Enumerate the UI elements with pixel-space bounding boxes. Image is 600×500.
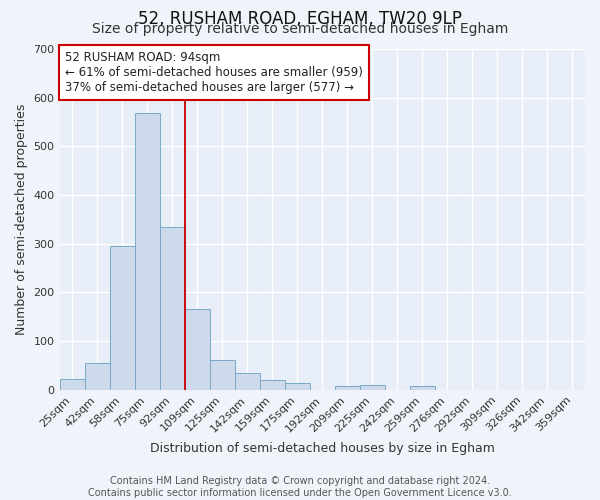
X-axis label: Distribution of semi-detached houses by size in Egham: Distribution of semi-detached houses by … bbox=[150, 442, 495, 455]
Bar bbox=[85, 363, 110, 390]
Bar bbox=[185, 310, 209, 390]
Bar bbox=[235, 373, 260, 390]
Text: Contains HM Land Registry data © Crown copyright and database right 2024.
Contai: Contains HM Land Registry data © Crown c… bbox=[88, 476, 512, 498]
Bar bbox=[360, 385, 385, 390]
Bar bbox=[134, 114, 160, 390]
Bar bbox=[260, 380, 285, 390]
Bar bbox=[209, 360, 235, 390]
Text: 52 RUSHAM ROAD: 94sqm
← 61% of semi-detached houses are smaller (959)
37% of sem: 52 RUSHAM ROAD: 94sqm ← 61% of semi-deta… bbox=[65, 50, 362, 94]
Text: Size of property relative to semi-detached houses in Egham: Size of property relative to semi-detach… bbox=[92, 22, 508, 36]
Bar bbox=[410, 386, 435, 390]
Bar bbox=[59, 379, 85, 390]
Bar bbox=[160, 226, 185, 390]
Bar bbox=[335, 386, 360, 390]
Text: 52, RUSHAM ROAD, EGHAM, TW20 9LP: 52, RUSHAM ROAD, EGHAM, TW20 9LP bbox=[138, 10, 462, 28]
Bar bbox=[285, 382, 310, 390]
Bar bbox=[110, 246, 134, 390]
Y-axis label: Number of semi-detached properties: Number of semi-detached properties bbox=[15, 104, 28, 335]
